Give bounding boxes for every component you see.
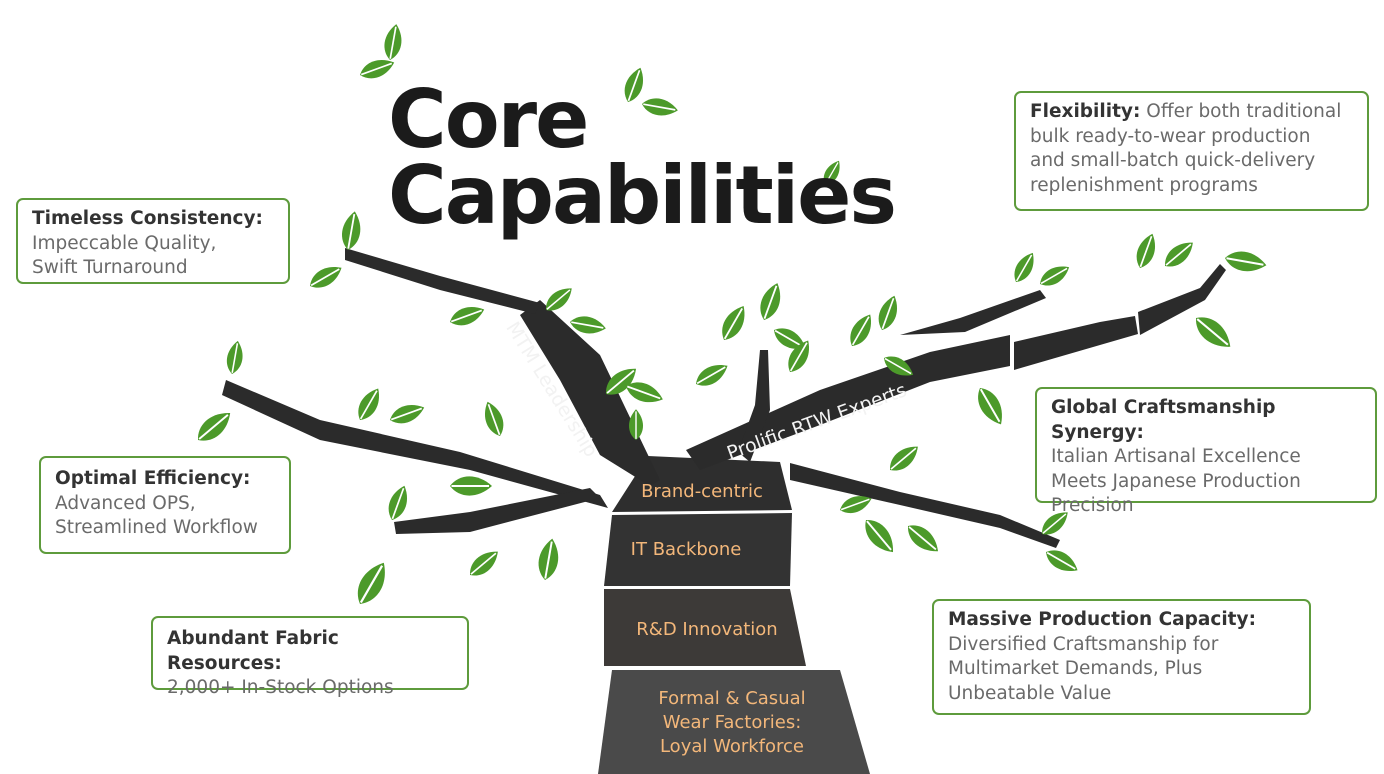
twig-upper-right-1 [1014,316,1138,370]
twig-center-up [738,350,770,462]
title-line-2: Capabilities [388,149,897,242]
trunk-label-brand: Brand-centric [641,481,763,502]
trunk-label-rnd: R&D Innovation [636,619,778,640]
callout-fabric-resources: Abundant Fabric Resources: 2,000+ In-Sto… [151,616,469,698]
trunk-label-factories: Formal & Casual Wear Factories: Loyal Wo… [620,687,844,759]
title-line-1: Core [388,73,589,166]
twig-mid-left [222,380,608,508]
callout-body-line: Precision [1051,495,1134,516]
callout-body-line: Advanced OPS, [55,492,196,514]
callout-body-line: 2,000+ In-Stock Options [167,677,394,698]
trunk [598,456,870,774]
callout-flexibility: Flexibility: Offer both traditional bulk… [1014,91,1369,211]
callout-body-line: replenishment programs [1030,174,1258,196]
twig-lower-left [394,488,600,534]
branches [222,248,1226,548]
trunk-segment-it [604,513,792,586]
trunk-segment-brand [612,456,792,512]
callout-body-line: Multimarket Demands, Plus [948,658,1203,679]
trunk-factories-line-1: Formal & Casual [658,688,806,709]
callout-body-line: Meets Japanese Production [1051,470,1301,492]
twig-right-top [900,290,1046,335]
callout-body-line: and small-batch quick-delivery [1030,150,1316,171]
branch-rtw [686,335,1010,470]
callout-body-line: Italian Artisanal Excellence [1051,446,1301,467]
callout-heading: Global Craftsmanship Synergy: [1051,397,1276,443]
callout-first-line: Flexibility: Offer both traditional [1030,100,1353,125]
page-title: Core Capabilities [388,73,897,242]
callout-timeless-consistency: Timeless Consistency: Impeccable Quality… [16,198,290,284]
twig-right-mid [790,463,1060,548]
callout-heading: Massive Production Capacity: [948,609,1256,630]
trunk-factories-line-2: Wear Factories: [662,712,802,733]
callout-heading: Flexibility: [1030,101,1141,122]
twig-upper-right-2 [1138,264,1226,335]
callout-body-line: Impeccable Quality, [32,232,217,254]
callout-heading: Timeless Consistency: [32,208,263,229]
callout-optimal-efficiency: Optimal Efficiency: Advanced OPS, Stream… [39,456,291,554]
callout-body-line: Diversified Craftsmanship for [948,633,1219,655]
trunk-factories-line-3: Loyal Workforce [659,736,805,757]
callout-body-line: Streamlined Workflow [55,517,258,538]
branch-mtm [520,300,660,486]
callout-heading: Optimal Efficiency: [55,468,251,489]
trunk-label-it: IT Backbone [630,539,742,560]
callout-body-line: bulk ready-to-wear production [1030,125,1311,147]
callout-body-line: Offer both traditional [1146,101,1342,122]
callout-production-capacity: Massive Production Capacity: Diversified… [932,599,1311,715]
callout-body-line: Unbeatable Value [948,682,1112,704]
twig-upper-left [345,248,540,314]
trunk-segment-factories [598,670,870,774]
trunk-segment-rnd [604,589,806,666]
callout-heading: Abundant Fabric Resources: [167,628,339,674]
callout-global-synergy: Global Craftsmanship Synergy: Italian Ar… [1035,387,1377,516]
callout-body-line: Swift Turnaround [32,257,188,278]
